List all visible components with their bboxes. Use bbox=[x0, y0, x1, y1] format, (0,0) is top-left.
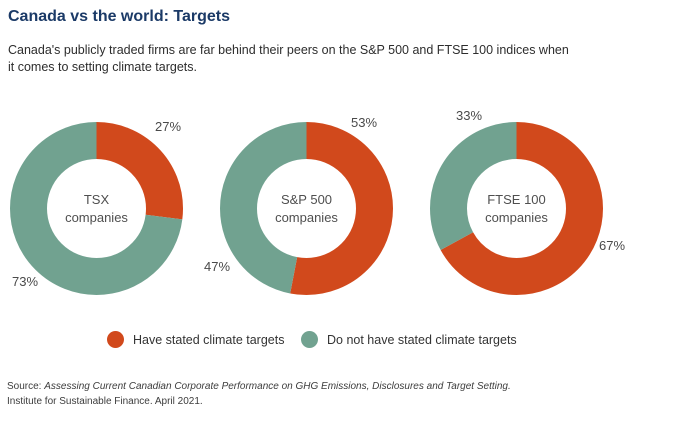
source-prefix: Source: bbox=[7, 381, 45, 392]
legend-label-no-targets: Do not have stated climate targets bbox=[327, 332, 517, 347]
pct-label-ftse100-none: 33% bbox=[456, 108, 483, 123]
donut-chart-tsx: TSX companies bbox=[9, 121, 184, 296]
pct-label-ftse100-have: 67% bbox=[599, 238, 626, 253]
donut-segment-no-targets bbox=[220, 122, 393, 295]
legend-item-no-targets: Do not have stated climate targets bbox=[301, 331, 517, 348]
chart-subtitle: Canada's publicly traded firms are far b… bbox=[8, 42, 569, 76]
donut-chart-ftse100: FTSE 100 companies bbox=[429, 121, 604, 296]
pct-label-tsx-have: 27% bbox=[155, 119, 182, 134]
legend-label-have-targets: Have stated climate targets bbox=[133, 332, 285, 347]
legend-swatch-no-targets bbox=[301, 331, 318, 348]
subtitle-line-2: it comes to setting climate targets. bbox=[8, 60, 197, 74]
source-line-2: Institute for Sustainable Finance. April… bbox=[7, 395, 203, 407]
source-citation: Assessing Current Canadian Corporate Per… bbox=[44, 381, 511, 392]
source-line-1: Source: Assessing Current Canadian Corpo… bbox=[7, 380, 511, 395]
donut-ring bbox=[430, 122, 603, 295]
donut-chart-sp500: S&P 500 companies bbox=[219, 121, 394, 296]
donut-segment-no-targets bbox=[10, 122, 183, 295]
subtitle-line-1: Canada's publicly traded firms are far b… bbox=[8, 43, 569, 57]
source-note: Source: Assessing Current Canadian Corpo… bbox=[7, 380, 511, 409]
chart-title: Canada vs the world: Targets bbox=[8, 8, 230, 25]
pct-label-tsx-none: 73% bbox=[12, 274, 39, 289]
donut-ring bbox=[10, 122, 183, 295]
legend-swatch-have-targets bbox=[107, 331, 124, 348]
pct-label-sp500-have: 53% bbox=[351, 115, 378, 130]
pct-label-sp500-none: 47% bbox=[204, 259, 231, 274]
donut-segment-no-targets bbox=[430, 122, 603, 295]
legend-item-have-targets: Have stated climate targets bbox=[107, 331, 284, 348]
donut-ring bbox=[220, 122, 393, 295]
